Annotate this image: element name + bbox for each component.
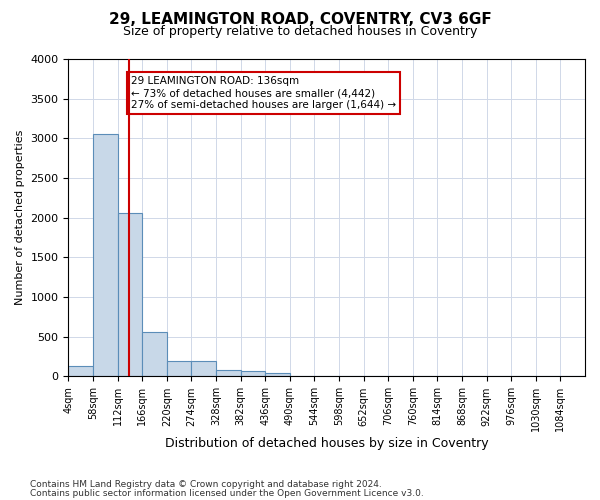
Bar <box>167 360 191 376</box>
Bar <box>68 366 93 376</box>
Bar <box>265 372 290 376</box>
Text: 29 LEAMINGTON ROAD: 136sqm
← 73% of detached houses are smaller (4,442)
27% of s: 29 LEAMINGTON ROAD: 136sqm ← 73% of deta… <box>131 76 396 110</box>
Text: Contains HM Land Registry data © Crown copyright and database right 2024.: Contains HM Land Registry data © Crown c… <box>30 480 382 489</box>
Bar <box>216 370 241 376</box>
Bar <box>93 134 118 376</box>
Y-axis label: Number of detached properties: Number of detached properties <box>15 130 25 306</box>
Bar <box>142 332 167 376</box>
Text: Size of property relative to detached houses in Coventry: Size of property relative to detached ho… <box>123 25 477 38</box>
Bar <box>241 372 265 376</box>
Bar <box>118 213 142 376</box>
X-axis label: Distribution of detached houses by size in Coventry: Distribution of detached houses by size … <box>165 437 488 450</box>
Text: 29, LEAMINGTON ROAD, COVENTRY, CV3 6GF: 29, LEAMINGTON ROAD, COVENTRY, CV3 6GF <box>109 12 491 28</box>
Bar <box>191 360 216 376</box>
Text: Contains public sector information licensed under the Open Government Licence v3: Contains public sector information licen… <box>30 488 424 498</box>
